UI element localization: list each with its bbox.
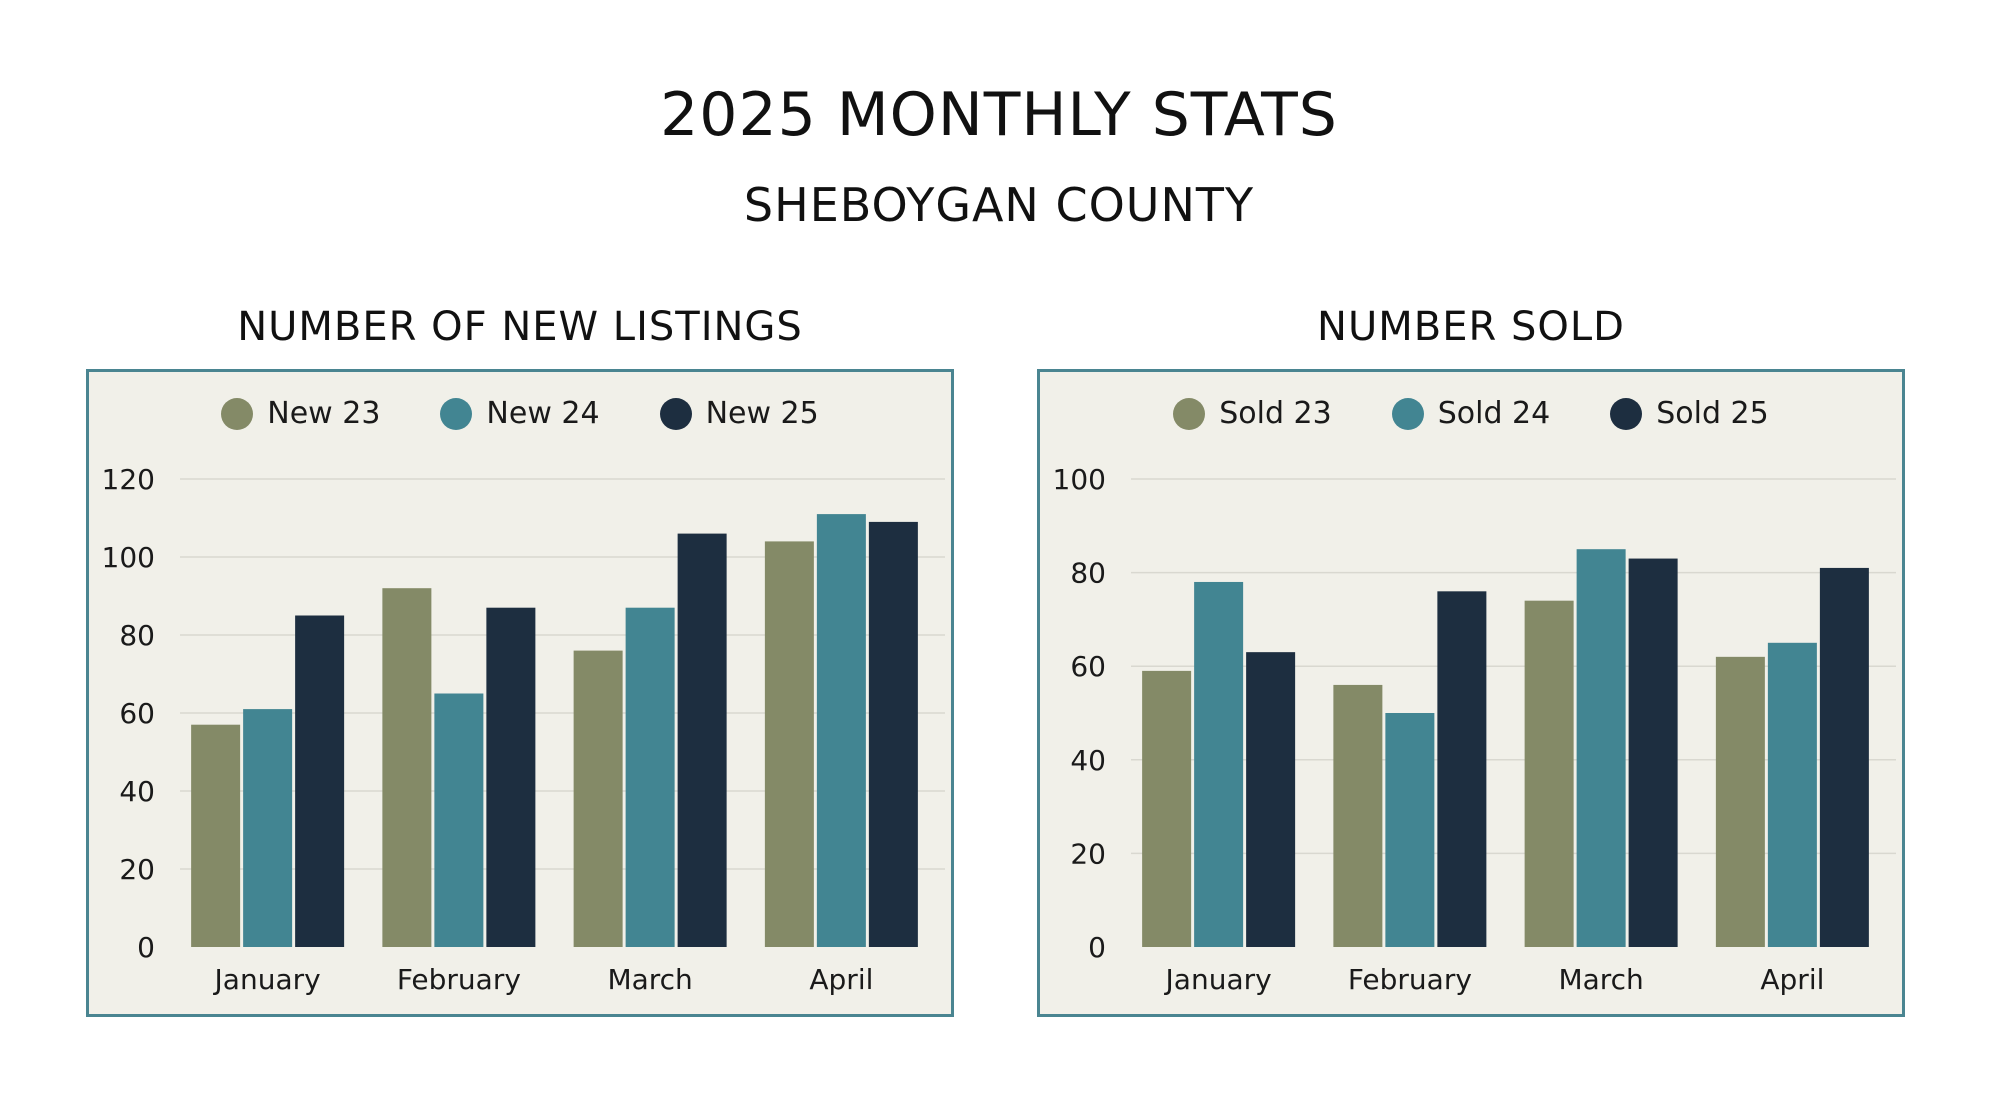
x-tick-label: April [809, 963, 873, 996]
y-tick-label: 40 [119, 775, 155, 808]
legend-swatch [221, 397, 254, 430]
x-tick-label: February [397, 963, 521, 996]
new-listings-plot: 0 20 40 60 80 100 120 January February March April [102, 463, 945, 996]
x-tick-label: January [1164, 963, 1272, 996]
new-listings-legend: New 23 New 24 New 25 [89, 396, 951, 431]
bar [434, 693, 484, 947]
legend-label: Sold 25 [1656, 396, 1769, 431]
bar [816, 514, 866, 947]
bar [295, 615, 345, 947]
legend-swatch [1391, 397, 1424, 430]
bar [243, 709, 293, 947]
bar [1524, 600, 1574, 947]
number-sold-legend: Sold 23 Sold 24 Sold 25 [1040, 396, 1902, 431]
y-tick-label: 80 [119, 619, 155, 652]
y-tick-label: 60 [1070, 650, 1106, 683]
bar [868, 521, 918, 947]
legend-item: Sold 24 [1391, 396, 1551, 431]
bar [1767, 642, 1817, 947]
page-subtitle: SHEBOYGAN COUNTY [743, 178, 1255, 232]
legend-item: New 25 [659, 396, 819, 431]
x-tick-label: February [1348, 963, 1472, 996]
number-sold-chart-title: NUMBER SOLD [1317, 304, 1625, 350]
number-sold-plot: 0 20 40 60 80 100 January February March April [1053, 463, 1896, 996]
bar [764, 541, 814, 947]
y-tick-label: 80 [1070, 557, 1106, 590]
y-tick-label: 120 [102, 463, 155, 496]
y-tick-label: 0 [1088, 931, 1106, 964]
y-tick-label: 100 [102, 541, 155, 574]
legend-label: Sold 24 [1437, 396, 1551, 431]
legend-item: Sold 25 [1610, 396, 1769, 431]
legend-item: New 24 [440, 396, 600, 431]
x-tick-label: March [607, 963, 692, 996]
legend-label: Sold 23 [1219, 396, 1332, 431]
bar [191, 724, 241, 947]
bar [573, 650, 623, 947]
bar [1819, 567, 1869, 947]
new-listings-chart: New 23 New 24 New 25 0 20 40 60 80 100 120 Janu… [86, 369, 954, 1017]
y-tick-label: 0 [137, 931, 155, 964]
x-tick-label: March [1558, 963, 1643, 996]
legend-swatch [1610, 397, 1643, 430]
legend-label: New 23 [267, 396, 381, 431]
legend-label: New 25 [705, 396, 819, 431]
page-title: 2025 MONTHLY STATS [660, 80, 1338, 150]
legend-swatch [440, 397, 473, 430]
bar [677, 533, 727, 947]
bar [1246, 652, 1296, 947]
y-tick-label: 100 [1053, 463, 1106, 496]
number-sold-chart: Sold 23 Sold 24 Sold 25 0 20 40 60 80 100 Janu… [1037, 369, 1905, 1017]
bar [1628, 558, 1678, 947]
legend-swatch [1173, 397, 1206, 430]
y-tick-label: 40 [1070, 744, 1106, 777]
bar [1437, 591, 1487, 947]
x-tick-label: January [213, 963, 321, 996]
legend-item: Sold 23 [1173, 396, 1332, 431]
y-tick-label: 60 [119, 697, 155, 730]
legend-label: New 24 [486, 396, 600, 431]
bar [1385, 713, 1435, 947]
bar [1333, 684, 1383, 947]
bar [1194, 581, 1244, 947]
bar [486, 607, 536, 947]
bar [1715, 656, 1765, 947]
bar [1576, 549, 1626, 947]
legend-swatch [659, 397, 692, 430]
bar [625, 607, 675, 947]
bar [382, 588, 432, 947]
y-tick-label: 20 [1070, 837, 1106, 870]
y-tick-label: 20 [119, 853, 155, 886]
new-listings-chart-title: NUMBER OF NEW LISTINGS [237, 304, 803, 350]
bar [1142, 670, 1192, 947]
x-tick-label: April [1760, 963, 1824, 996]
legend-item: New 23 [221, 396, 380, 431]
